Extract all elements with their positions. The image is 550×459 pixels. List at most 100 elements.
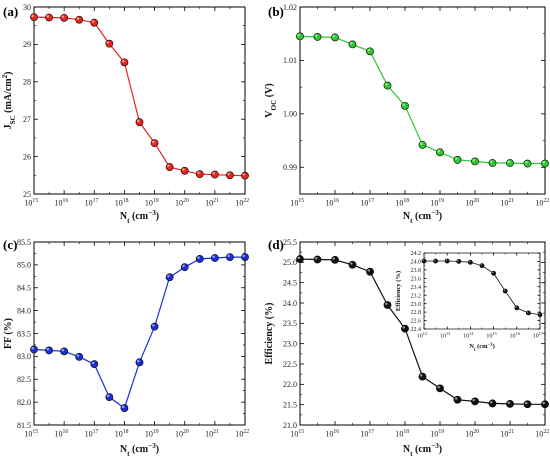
data-point-highlight [384,83,388,86]
x-tick-base: 10 [360,199,368,208]
x-tick-exponent: 16 [333,198,339,204]
x-tick-label: 1022 [235,198,249,208]
data-point-highlight [197,171,200,175]
y-tick-label: 23.8 [411,268,422,274]
data-point [195,255,204,263]
data-point [45,13,53,22]
y-tick-label: 84.0 [17,306,31,315]
data-point [348,40,357,49]
y-tick-label: 83.5 [17,329,31,338]
data-point [506,399,514,408]
data-point-highlight [507,401,510,404]
data-point [60,347,69,356]
x-tick-base: 10 [360,430,368,439]
label-close: ) [439,211,442,222]
x-tick-exponent: 19 [153,429,159,435]
data-point [331,33,339,42]
data-point-highlight [419,374,423,377]
data-point [514,305,520,311]
plot-frame [33,6,246,195]
data-point [383,81,392,90]
y-tick-label: 25 [23,190,31,199]
data-point-highlight [445,259,448,262]
data-point [296,32,304,41]
data-point-highlight [297,256,300,260]
data-point-highlight [182,264,185,268]
data-point [436,148,444,157]
x-tick-exponent: 22 [243,198,249,204]
inset-d: 10121013101410151016101722.422.622.823.0… [395,251,544,352]
x-tick-label: 1016 [54,198,68,208]
x-tick-base: 10 [430,199,438,208]
data-point [313,255,322,264]
label-close: ) [3,71,14,74]
x-tick-label: 1015 [486,331,496,340]
y-tick-label: 83.0 [17,352,31,361]
y-tick-label: 24.0 [411,260,422,266]
x-tick-base: 10 [145,199,153,208]
x-tick-exponent: 21 [213,198,219,204]
data-point-highlight [212,255,215,259]
x-tick-base: 10 [235,430,243,439]
x-tick-label: 1017 [360,429,374,439]
data-point-highlight [489,160,493,164]
data-point-highlight [349,262,353,265]
x-tick-label: 1015 [290,429,304,439]
y-tick-label: 82.5 [17,375,31,384]
x-tick-exponent: 17 [368,198,374,204]
x-tick-exponent: 18 [403,429,409,435]
data-point-highlight [136,359,140,363]
data-point-highlight [91,20,95,23]
data-point [491,270,496,276]
data-point-highlight [242,173,246,176]
data-point [433,258,438,264]
data-point-highlight [197,256,200,259]
data-point [90,360,99,369]
data-point [467,259,473,265]
data-point-highlight [472,158,475,162]
x-tick-base: 10 [145,430,153,439]
data-point-highlight [167,164,170,168]
x-tick-exponent: 16 [62,198,68,204]
data-point-highlight [76,17,80,20]
x-tick-label: 1022 [535,429,549,439]
x-tick-exponent: 13 [446,331,450,336]
y-tick-label: 27 [23,115,31,124]
x-tick-label: 1017 [85,198,99,208]
label-superscript: −3 [431,209,439,217]
x-tick-label: 1018 [395,198,409,208]
y-axis-label: JSC (mA/cm2) [1,71,17,129]
panel-b: 1015 1016 1017 1018 1019 1020 1021 10220.991.00… [264,3,549,225]
x-tick-base: 10 [430,430,438,439]
data-point [226,171,234,180]
label-main: N [403,444,411,455]
x-tick-base: 10 [500,199,508,208]
data-point [541,400,549,409]
x-tick-label: 1020 [465,198,479,208]
x-tick-base: 10 [510,334,516,340]
x-tick-exponent: 22 [543,429,549,435]
data-point-highlight [227,254,230,258]
data-point [506,159,514,167]
label-main: N [120,211,128,222]
label-main: Efficiency (%) [264,303,275,365]
data-point-highlight [515,306,517,308]
data-point [165,273,174,282]
data-point [180,166,189,175]
x-tick-exponent: 22 [243,429,249,435]
data-point [331,255,339,264]
label-unit: (V) [264,83,275,99]
x-tick-label: 1015 [290,198,304,208]
y-tick-label: 26 [23,152,31,161]
y-tick-label: 1.02 [283,3,297,12]
x-tick-exponent: 21 [508,198,514,204]
x-tick-label: 1017 [85,429,99,439]
data-point [45,346,53,355]
data-point-highlight [61,15,65,18]
data-point-highlight [91,361,95,365]
y-tick-label: 22.5 [283,360,297,369]
data-point [165,163,174,171]
y-tick-label: 22.4 [411,327,422,333]
data-point-highlight [227,172,230,176]
